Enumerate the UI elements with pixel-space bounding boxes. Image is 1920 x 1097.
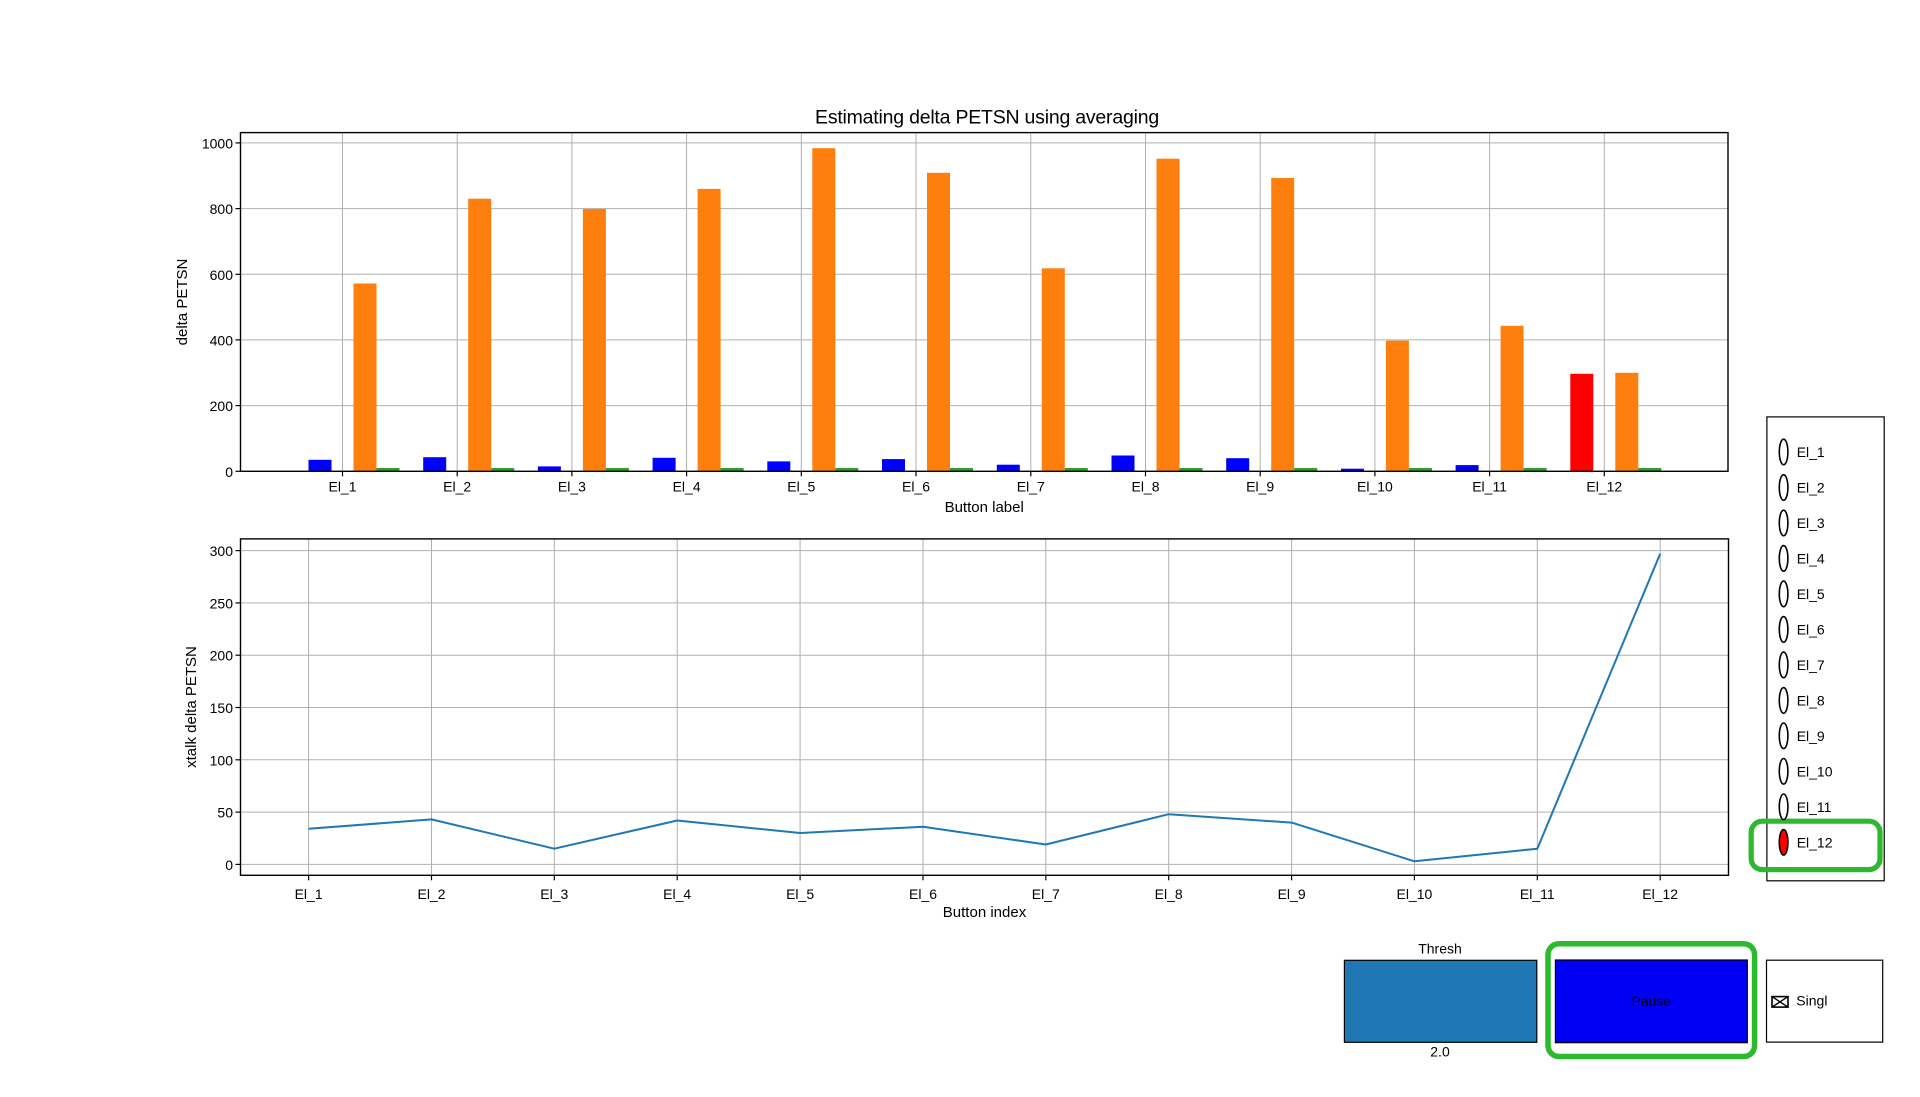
svg-text:El_5: El_5 xyxy=(1797,586,1825,602)
svg-text:El_5: El_5 xyxy=(786,886,814,902)
svg-text:El_7: El_7 xyxy=(1017,479,1045,495)
svg-text:El_10: El_10 xyxy=(1396,886,1432,902)
svg-text:250: 250 xyxy=(210,595,234,611)
svg-text:800: 800 xyxy=(210,201,234,217)
svg-text:El_1: El_1 xyxy=(295,886,323,902)
svg-text:El_4: El_4 xyxy=(673,479,701,495)
svg-text:El_7: El_7 xyxy=(1032,886,1060,902)
svg-text:El_1: El_1 xyxy=(328,479,356,495)
svg-text:El_12: El_12 xyxy=(1797,834,1833,850)
svg-text:200: 200 xyxy=(210,648,234,664)
svg-text:El_10: El_10 xyxy=(1357,479,1393,495)
svg-text:Singl: Singl xyxy=(1796,993,1827,1009)
svg-text:El_10: El_10 xyxy=(1797,763,1833,779)
svg-text:El_4: El_4 xyxy=(663,886,691,902)
svg-text:El_3: El_3 xyxy=(540,886,568,902)
svg-text:0: 0 xyxy=(225,857,233,873)
svg-text:El_5: El_5 xyxy=(787,479,815,495)
svg-text:El_9: El_9 xyxy=(1797,728,1825,744)
svg-text:El_2: El_2 xyxy=(417,886,445,902)
svg-text:El_3: El_3 xyxy=(1797,515,1825,531)
svg-text:El_2: El_2 xyxy=(1797,480,1825,496)
svg-text:El_8: El_8 xyxy=(1155,886,1183,902)
svg-text:Button index: Button index xyxy=(943,904,1027,921)
svg-text:El_6: El_6 xyxy=(1797,621,1825,637)
svg-text:delta PETSN: delta PETSN xyxy=(174,259,191,346)
svg-text:Estimating delta PETSN using a: Estimating delta PETSN using averaging xyxy=(815,107,1159,129)
svg-text:2.0: 2.0 xyxy=(1430,1043,1450,1059)
svg-text:El_8: El_8 xyxy=(1797,692,1825,708)
svg-text:El_9: El_9 xyxy=(1246,479,1274,495)
svg-text:Thresh: Thresh xyxy=(1418,941,1462,957)
svg-text:El_8: El_8 xyxy=(1131,479,1159,495)
svg-text:150: 150 xyxy=(210,700,234,716)
svg-text:El_11: El_11 xyxy=(1797,799,1832,815)
svg-text:El_6: El_6 xyxy=(902,479,930,495)
svg-text:El_7: El_7 xyxy=(1797,657,1825,673)
svg-text:1000: 1000 xyxy=(202,135,233,151)
svg-text:El_4: El_4 xyxy=(1797,550,1825,566)
svg-text:xtalk delta PETSN: xtalk delta PETSN xyxy=(183,646,200,768)
svg-text:El_12: El_12 xyxy=(1586,479,1622,495)
svg-text:50: 50 xyxy=(217,805,233,821)
svg-text:El_6: El_6 xyxy=(909,886,937,902)
svg-text:El_3: El_3 xyxy=(558,479,586,495)
svg-text:El_2: El_2 xyxy=(443,479,471,495)
svg-text:El_11: El_11 xyxy=(1472,479,1507,495)
svg-text:El_1: El_1 xyxy=(1797,444,1825,460)
svg-text:Button label: Button label xyxy=(945,499,1024,516)
svg-text:El_12: El_12 xyxy=(1642,886,1678,902)
svg-text:El_9: El_9 xyxy=(1278,886,1306,902)
svg-text:200: 200 xyxy=(210,398,234,414)
svg-text:100: 100 xyxy=(210,752,234,768)
svg-text:600: 600 xyxy=(210,267,234,283)
svg-text:300: 300 xyxy=(210,543,234,559)
svg-text:El_11: El_11 xyxy=(1520,886,1555,902)
svg-text:Pause: Pause xyxy=(1631,993,1671,1009)
svg-text:400: 400 xyxy=(210,332,234,348)
svg-text:0: 0 xyxy=(225,464,233,480)
